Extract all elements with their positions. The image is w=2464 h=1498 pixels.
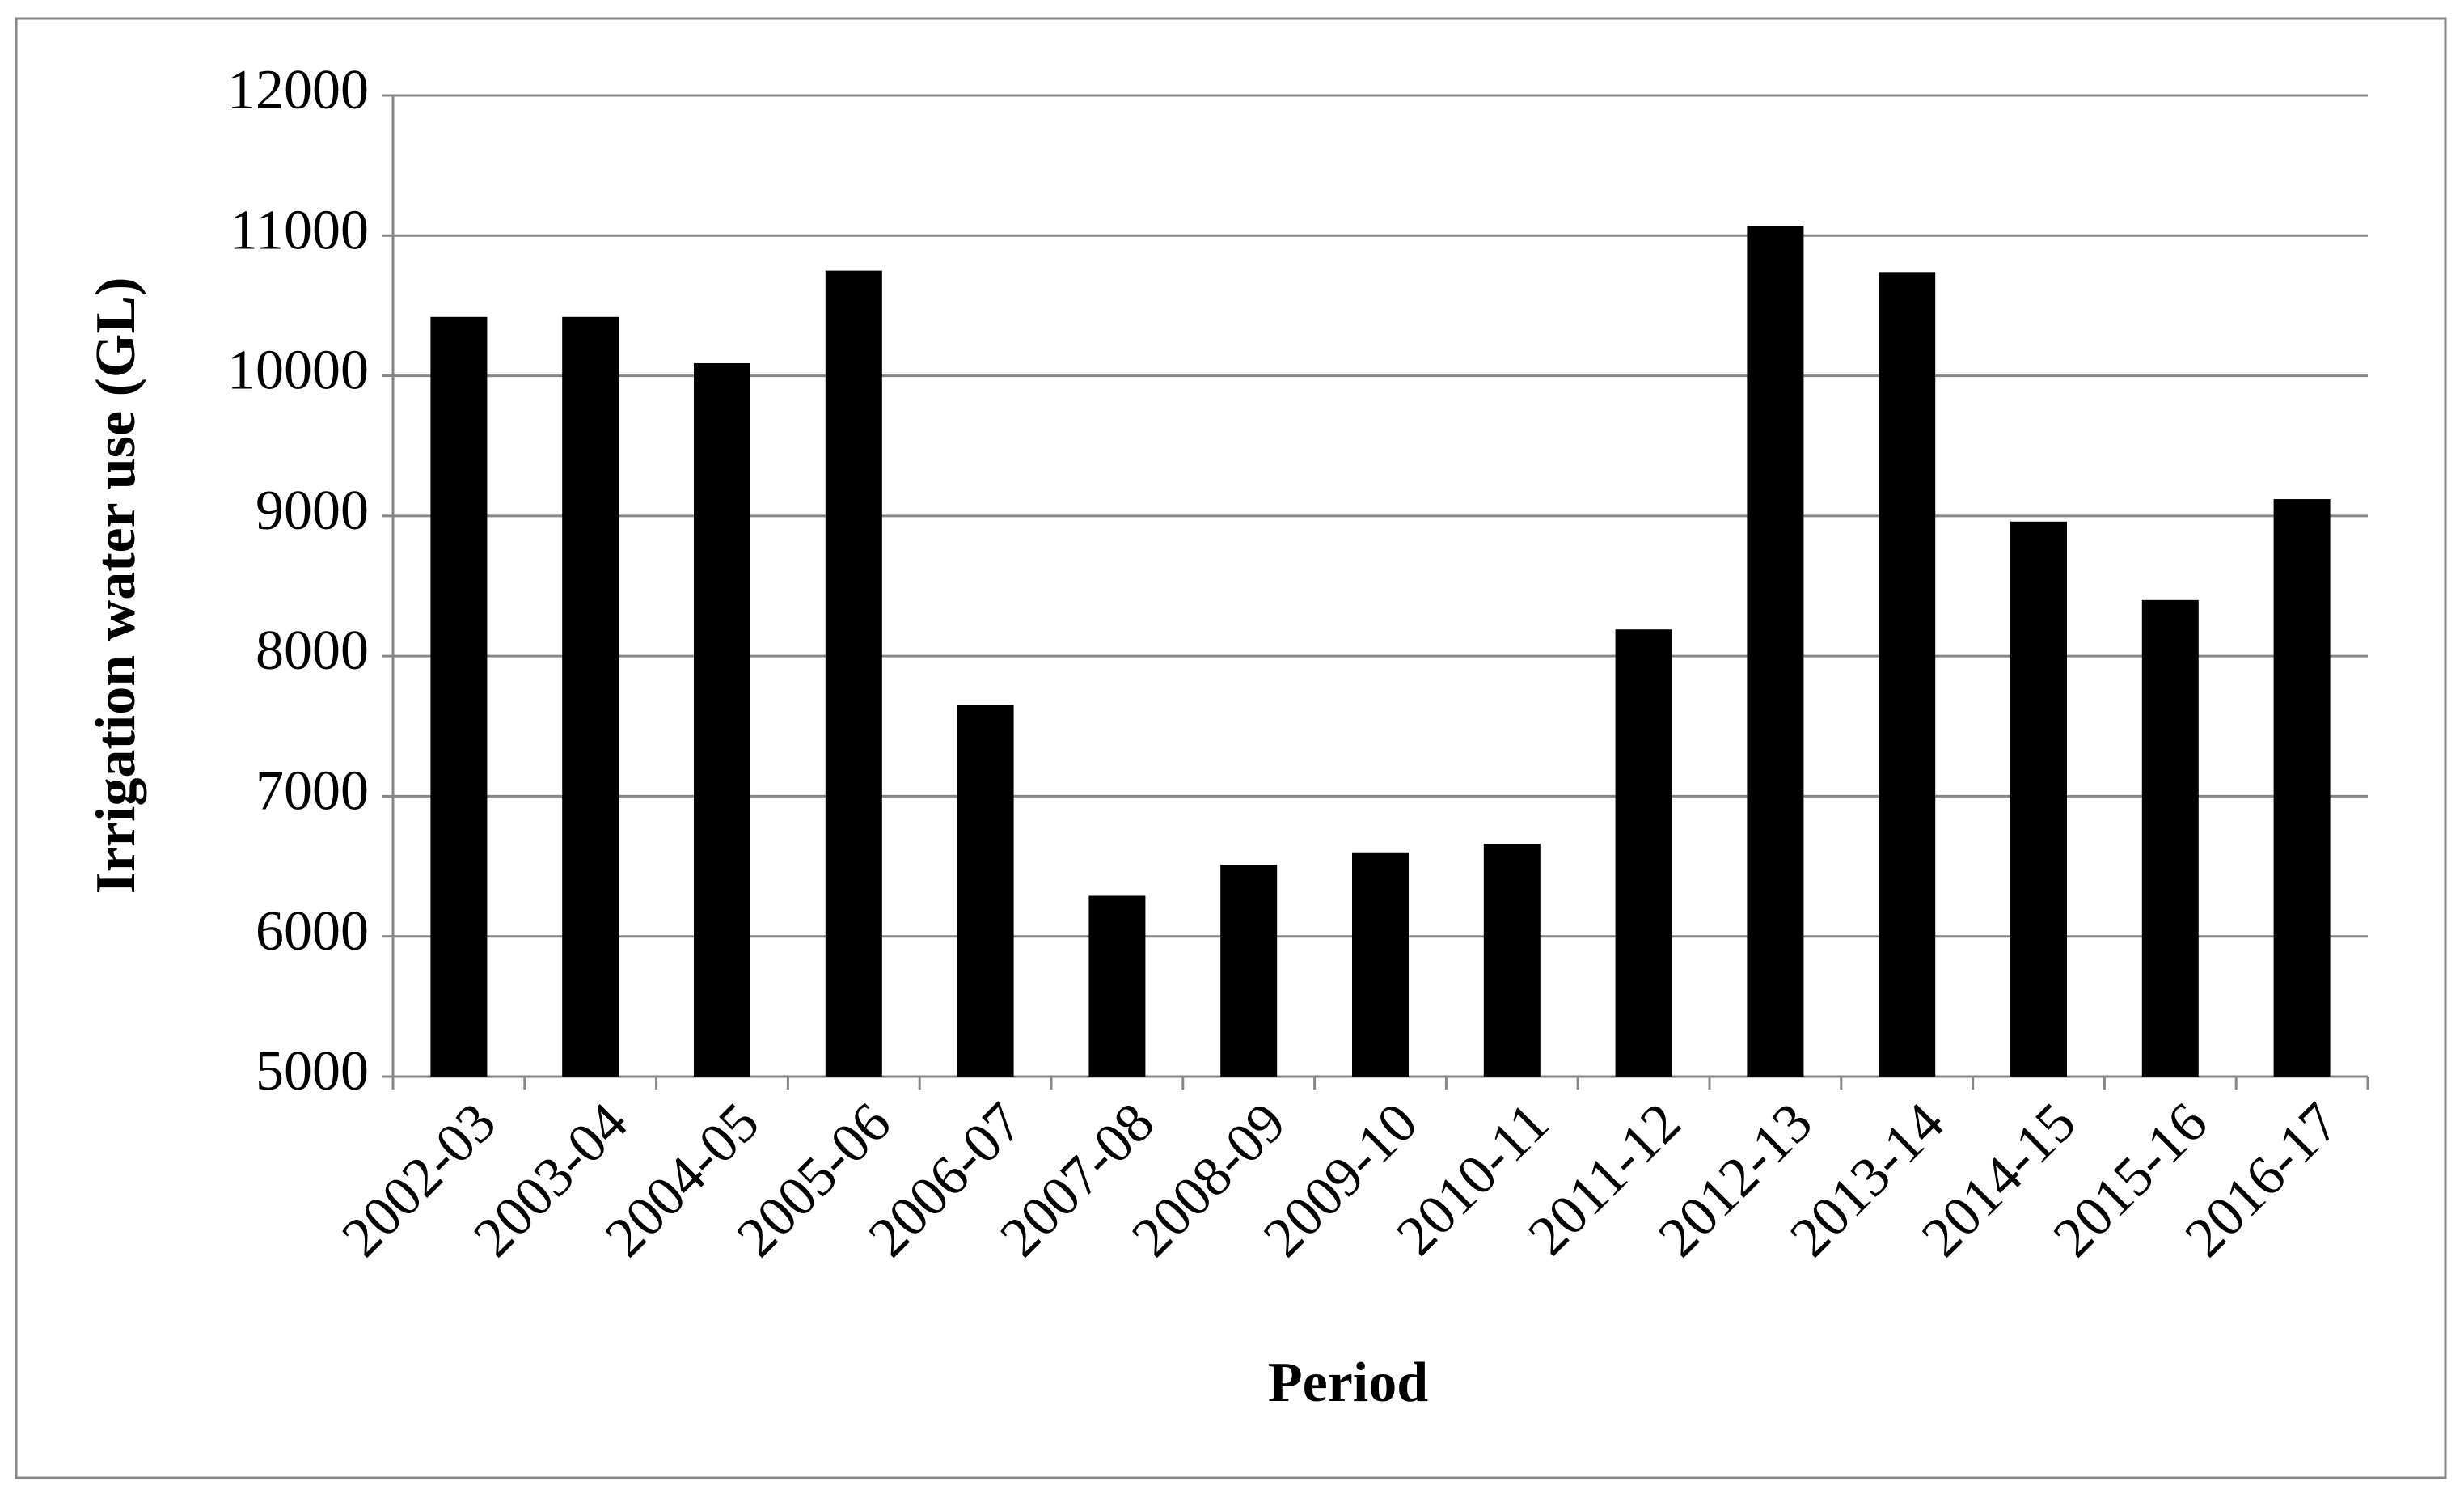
bar <box>1879 272 1936 1077</box>
bar <box>1615 629 1672 1077</box>
y-tick-label: 5000 <box>256 1040 369 1102</box>
bar <box>430 316 488 1077</box>
bar <box>957 705 1014 1077</box>
bar <box>693 362 751 1077</box>
bar <box>1747 226 1804 1077</box>
y-tick-label: 11000 <box>230 199 369 261</box>
bar <box>825 270 882 1077</box>
y-tick-label: 6000 <box>256 900 369 963</box>
y-tick-label: 12000 <box>227 59 369 121</box>
bar <box>1088 895 1146 1077</box>
bar <box>1483 844 1541 1077</box>
y-axis-title: Irrigation water use (GL) <box>85 277 147 895</box>
x-axis-title: Period <box>1268 1352 1428 1414</box>
bar <box>2010 521 2068 1077</box>
bar <box>562 316 619 1077</box>
y-tick-label: 7000 <box>256 760 369 822</box>
bar <box>1351 852 1410 1077</box>
bar <box>1220 865 1278 1077</box>
bar <box>2141 599 2199 1077</box>
y-tick-label: 9000 <box>256 480 369 542</box>
y-tick-label: 8000 <box>256 620 369 682</box>
bar <box>2273 499 2331 1077</box>
y-tick-label: 10000 <box>227 340 369 402</box>
